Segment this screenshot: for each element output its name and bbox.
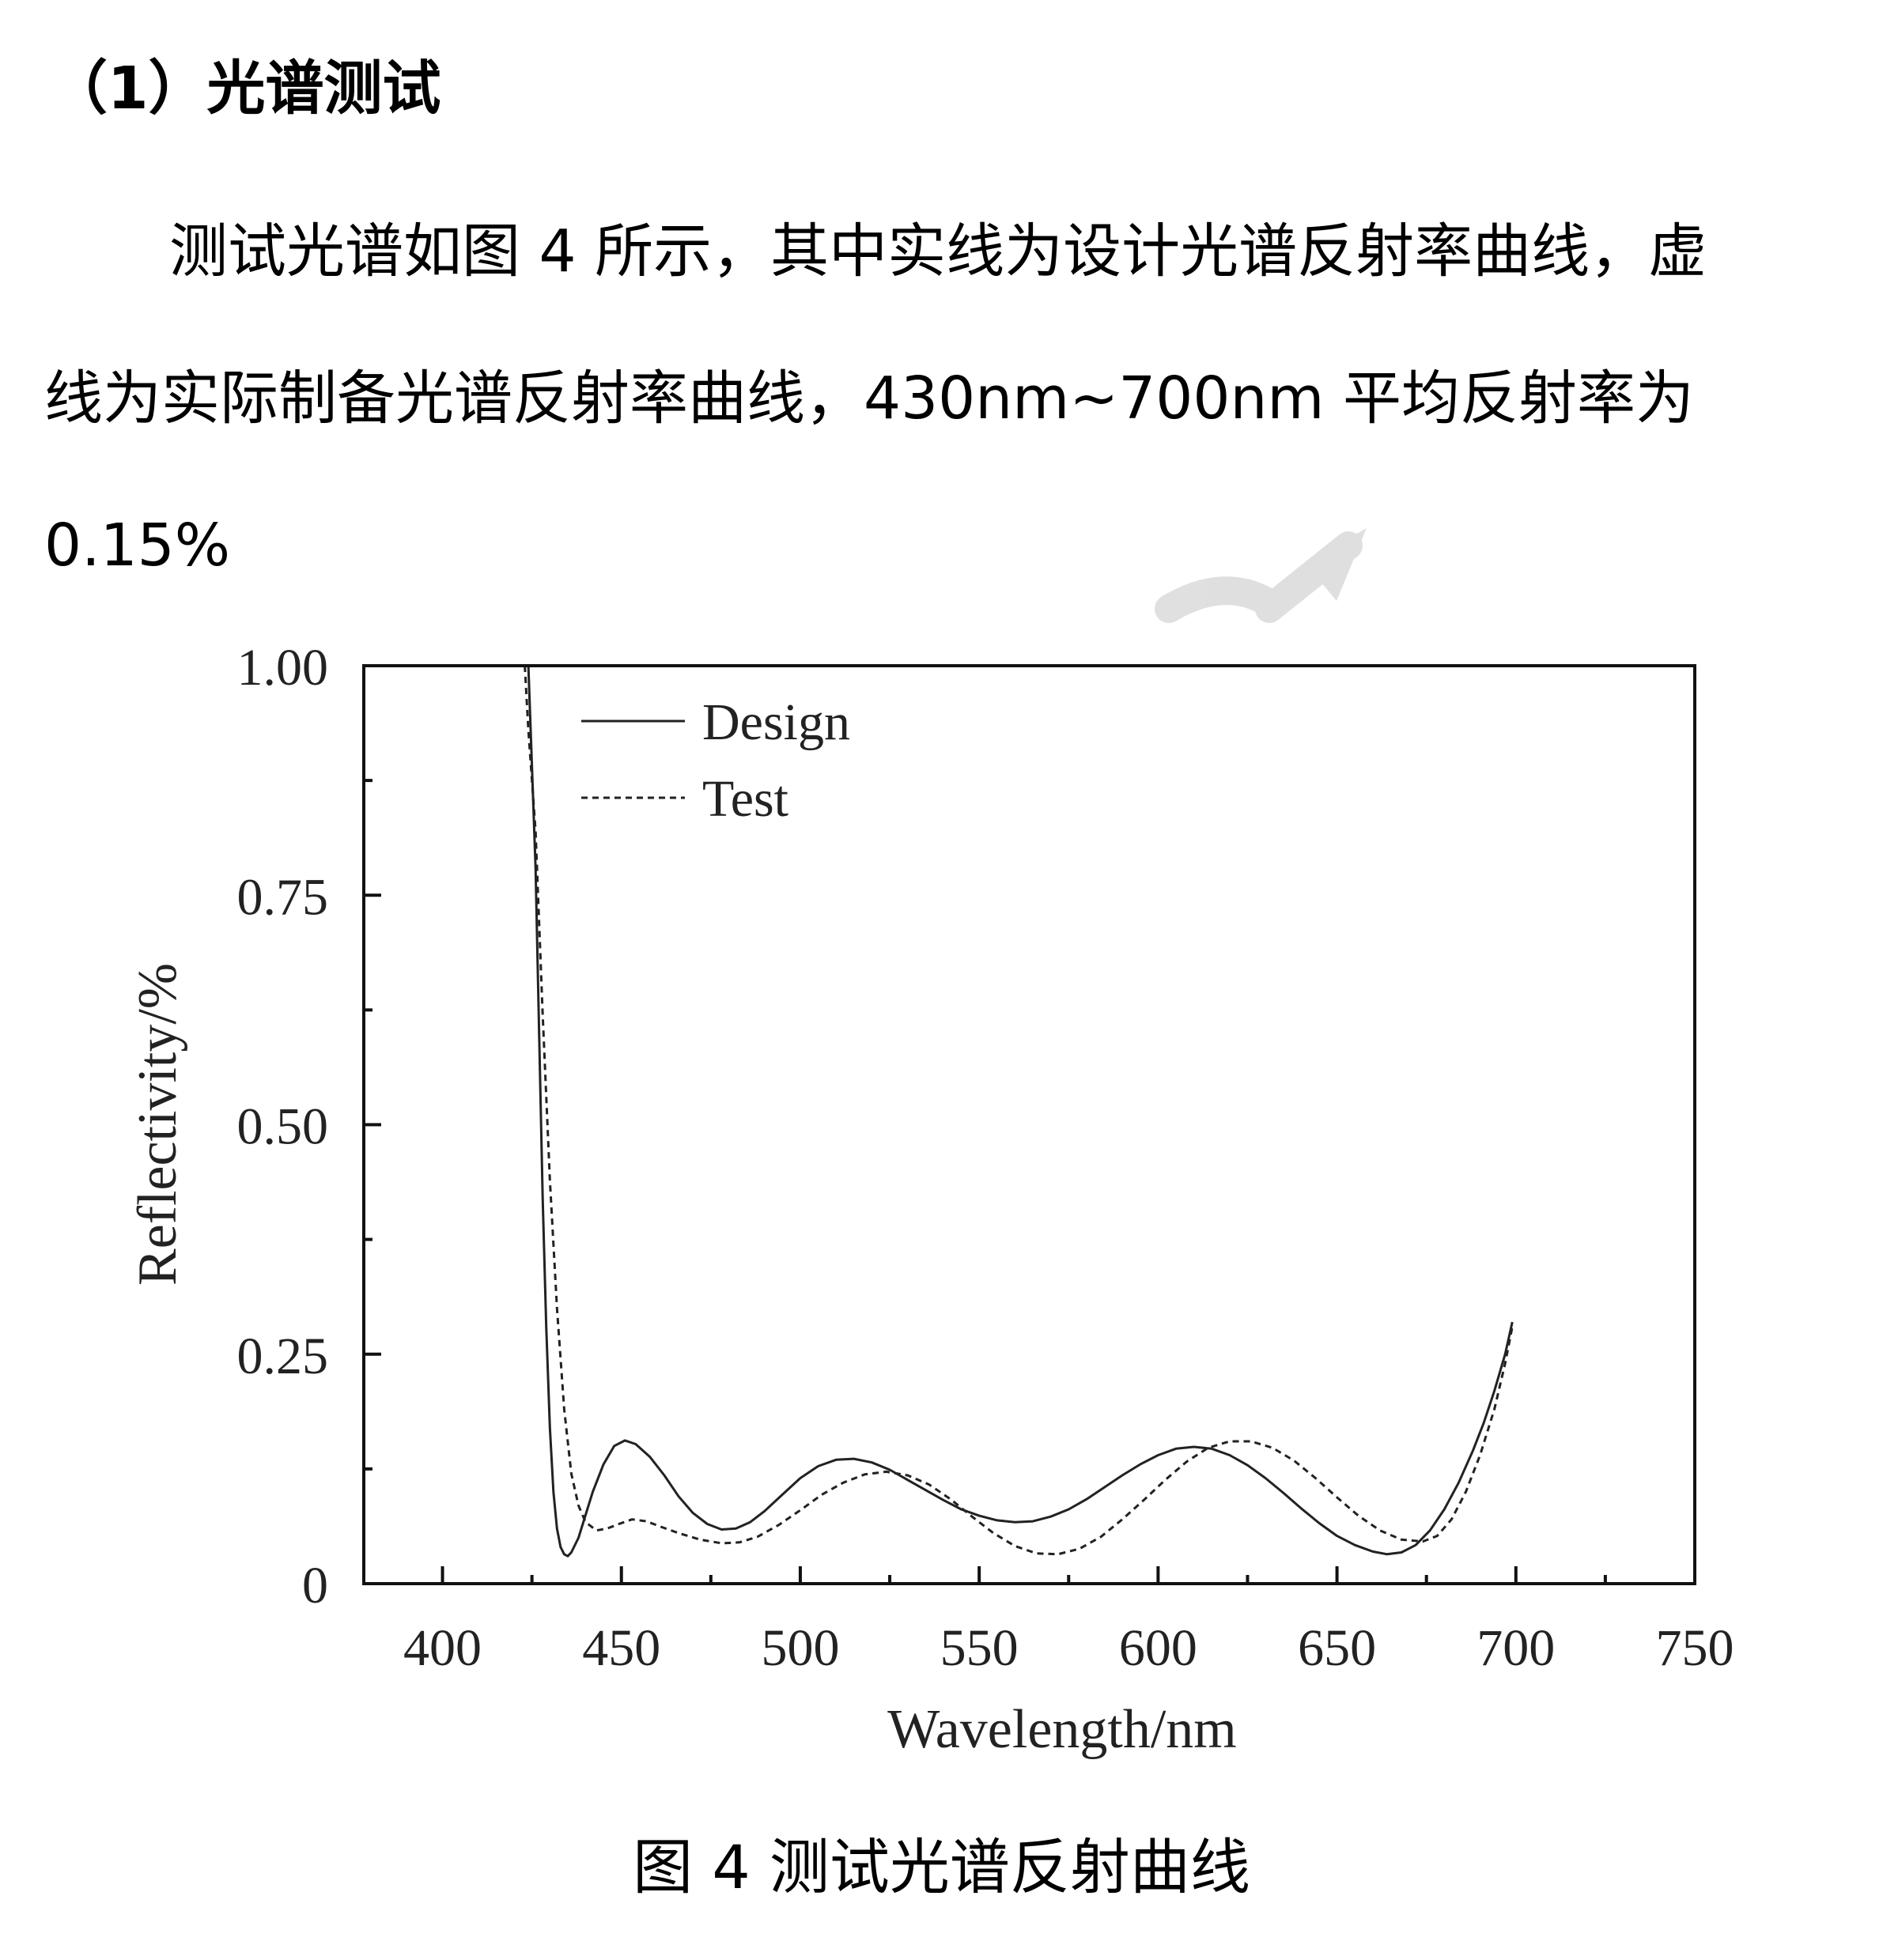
x-tick-label: 750	[1656, 1619, 1734, 1677]
legend: Design Test	[581, 693, 850, 828]
series-layer	[524, 665, 1514, 1558]
series-test-line	[524, 665, 1514, 1556]
label-layer: 400 450 500 550 600 650 700 750 0 0.25 0.50 0.75 1.0…	[237, 639, 1734, 1677]
y-axis-title: Reflectivity/%	[127, 963, 188, 1286]
y-tick-label: 0.25	[237, 1327, 329, 1385]
x-tick-label: 400	[403, 1619, 482, 1677]
legend-test-label: Test	[702, 770, 788, 828]
section-heading: （1）光谱测试	[49, 55, 441, 123]
figure-caption: 图 4 测试光谱反射曲线	[633, 1832, 1250, 1902]
body-paragraph: 测试光谱如图 4 所示，其中实线为设计光谱反射率曲线，虚 线为实际制备光谱反射率…	[44, 178, 1840, 619]
y-tick-label: 0.75	[237, 868, 329, 926]
plot-frame	[362, 664, 1696, 1585]
series-design-line	[527, 665, 1514, 1558]
legend-design-label: Design	[702, 693, 850, 751]
y-tick-label: 1.00	[237, 639, 329, 697]
y-tick-label: 0	[302, 1557, 328, 1614]
x-tick-label: 450	[582, 1619, 660, 1677]
paragraph-line: 线为实际制备光谱反射率曲线，430nm~700nm 平均反射率为	[44, 364, 1694, 432]
watermark-arrow-icon	[1155, 528, 1367, 623]
x-tick-label: 700	[1477, 1619, 1555, 1677]
x-tick-label: 500	[761, 1619, 839, 1677]
x-axis-title: Wavelength/nm	[887, 1699, 1236, 1760]
x-tick-label: 600	[1119, 1619, 1197, 1677]
paragraph-line: 0.15%	[44, 512, 231, 580]
x-tick-label: 650	[1298, 1619, 1376, 1677]
x-tick-label: 550	[940, 1619, 1019, 1677]
paragraph-line: 测试光谱如图 4 所示，其中实线为设计光谱反射率曲线，虚	[169, 217, 1707, 285]
y-tick-label: 0.50	[237, 1098, 329, 1156]
tick-layer	[364, 664, 1696, 1585]
